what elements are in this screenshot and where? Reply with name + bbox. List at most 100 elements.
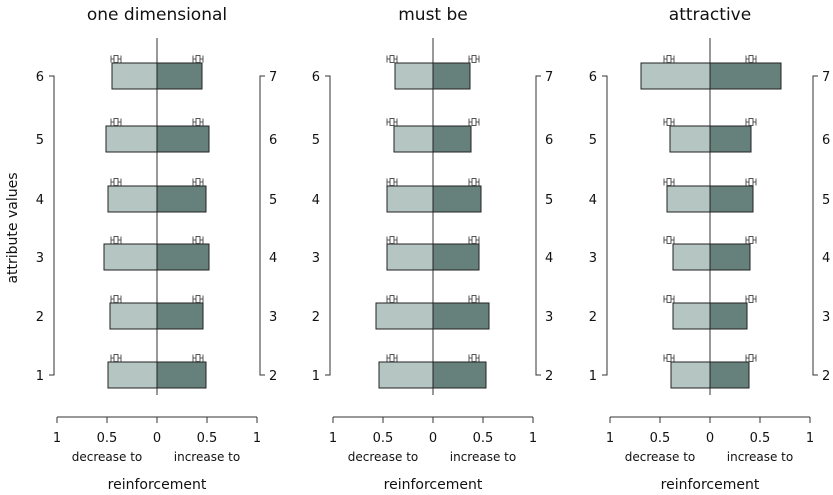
- error-marker-decrease-box: [389, 178, 395, 186]
- left-axis-bracket: [49, 75, 55, 376]
- chart-panel-3: attractive 1 2 3 4 5 6 2 3 4 5 6 7 1 0.5 0 0.5 1 decrease …: [589, 5, 831, 493]
- right-tick-label: 3: [545, 310, 553, 325]
- error-marker-decrease-box: [113, 236, 119, 244]
- x-axis-label: reinforcement: [384, 477, 483, 493]
- error-marker-increase-box: [195, 55, 201, 63]
- x-axis-label: reinforcement: [661, 477, 760, 493]
- left-tick-label: 6: [312, 70, 320, 85]
- bar-decrease: [386, 243, 434, 271]
- error-marker-decrease-box: [113, 295, 119, 303]
- x-tick-label: 0.5: [197, 431, 218, 446]
- error-marker-increase-box: [748, 118, 754, 126]
- y-axis-label: attribute values: [5, 172, 21, 283]
- bar-decrease: [393, 125, 434, 153]
- bar-increase: [156, 302, 204, 330]
- left-tick-label: 4: [36, 193, 44, 208]
- x-tick-label: 1: [606, 431, 614, 446]
- error-marker-decrease-box: [389, 55, 395, 63]
- bar-decrease: [107, 185, 158, 213]
- error-marker-increase-box: [471, 118, 477, 126]
- right-tick-label: 2: [545, 369, 553, 384]
- x-label-increase: increase to: [450, 450, 516, 464]
- right-axis-bracket: [535, 75, 541, 376]
- error-marker-decrease-box: [113, 178, 119, 186]
- right-tick-label: 3: [269, 310, 277, 325]
- bar-decrease: [672, 302, 711, 330]
- left-tick-label: 4: [312, 193, 320, 208]
- left-tick-label: 2: [312, 310, 320, 325]
- left-axis-bracket: [325, 75, 331, 376]
- error-marker-increase-box: [471, 55, 477, 63]
- error-marker-increase-box: [748, 236, 754, 244]
- bar-decrease: [670, 361, 711, 389]
- right-axis-bracket: [259, 75, 265, 376]
- bar-decrease: [109, 302, 158, 330]
- left-tick-label: 1: [36, 369, 44, 384]
- right-tick-label: 5: [545, 193, 553, 208]
- chart-panel-2: must be 1 2 3 4 5 6 2 3 4 5 6 7 1 0.5 0 0.5 1 decrease to i…: [312, 5, 554, 493]
- left-tick-label: 6: [589, 70, 597, 85]
- right-tick-label: 6: [822, 133, 830, 148]
- x-tick-label: 0.5: [650, 431, 671, 446]
- right-tick-label: 7: [545, 70, 553, 85]
- right-tick-label: 7: [822, 70, 830, 85]
- left-tick-label: 2: [589, 310, 597, 325]
- error-marker-decrease-box: [389, 354, 395, 362]
- chart-title: one dimensional: [87, 5, 227, 25]
- left-tick-label: 4: [589, 193, 597, 208]
- left-tick-label: 5: [36, 133, 44, 148]
- left-tick-label: 3: [36, 251, 44, 266]
- bar-increase: [709, 185, 754, 213]
- x-tick-label: 1: [806, 431, 814, 446]
- x-tick-label: 1: [53, 431, 61, 446]
- left-tick-label: 1: [589, 369, 597, 384]
- left-axis-bracket: [602, 75, 608, 376]
- bar-increase: [156, 361, 207, 389]
- error-marker-decrease-box: [666, 354, 672, 362]
- x-label-increase: increase to: [727, 450, 793, 464]
- x-tick-label: 0: [429, 431, 437, 446]
- error-marker-increase-box: [748, 55, 754, 63]
- x-label-decrease: decrease to: [348, 450, 419, 464]
- left-tick-label: 6: [36, 70, 44, 85]
- bar-decrease: [107, 361, 158, 389]
- x-tick-label: 1: [529, 431, 537, 446]
- bar-decrease: [111, 62, 158, 90]
- right-tick-label: 4: [545, 251, 553, 266]
- bar-increase: [156, 62, 203, 90]
- left-tick-label: 1: [312, 369, 320, 384]
- chart-title: must be: [398, 5, 468, 25]
- right-tick-label: 4: [822, 251, 830, 266]
- x-label-increase: increase to: [174, 450, 240, 464]
- bar-decrease: [375, 302, 434, 330]
- bar-increase: [709, 243, 751, 271]
- x-tick-label: 0: [706, 431, 714, 446]
- right-tick-label: 2: [269, 369, 277, 384]
- error-marker-increase-box: [471, 295, 477, 303]
- right-tick-label: 7: [269, 70, 277, 85]
- error-marker-decrease-box: [666, 55, 672, 63]
- error-marker-decrease-box: [113, 55, 119, 63]
- bar-increase: [432, 62, 471, 90]
- bar-decrease: [103, 243, 158, 271]
- error-marker-increase-box: [748, 295, 754, 303]
- bar-increase: [156, 185, 207, 213]
- bar-decrease: [672, 243, 711, 271]
- chart-panel-1: one dimensional 1 2 3 4 5 6 2 3 4 5 6 7 1 0.5 0 0.5 1 decr…: [36, 5, 278, 493]
- bar-decrease: [105, 125, 158, 153]
- error-marker-decrease-box: [389, 236, 395, 244]
- error-marker-decrease-box: [389, 118, 395, 126]
- x-tick-label: 1: [329, 431, 337, 446]
- x-label-decrease: decrease to: [72, 450, 143, 464]
- error-marker-increase-box: [195, 178, 201, 186]
- bar-increase: [156, 125, 210, 153]
- error-marker-increase-box: [195, 354, 201, 362]
- right-tick-label: 4: [269, 251, 277, 266]
- right-tick-label: 6: [545, 133, 553, 148]
- x-tick-label: 0.5: [97, 431, 118, 446]
- bar-increase: [432, 243, 480, 271]
- error-marker-increase-box: [195, 236, 201, 244]
- error-marker-increase-box: [748, 178, 754, 186]
- chart-title: attractive: [669, 5, 751, 25]
